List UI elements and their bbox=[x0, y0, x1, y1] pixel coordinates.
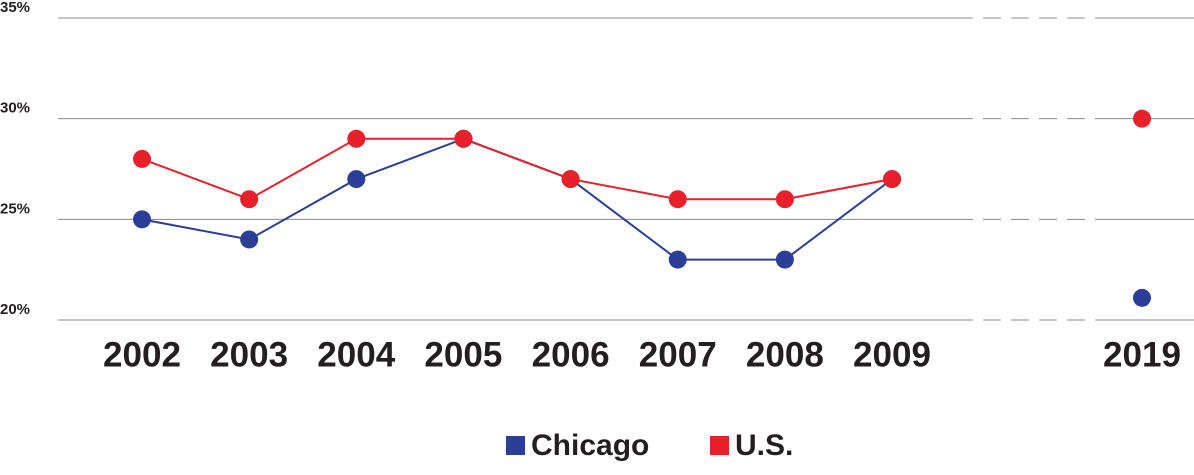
y-tick-label: 30% bbox=[0, 100, 30, 117]
legend-label: Chicago bbox=[531, 429, 649, 462]
x-tick-label: 2005 bbox=[424, 335, 502, 374]
legend-swatch bbox=[710, 436, 729, 455]
data-point bbox=[454, 129, 473, 148]
data-point bbox=[133, 149, 151, 168]
data-point bbox=[240, 230, 259, 249]
legend-swatch bbox=[506, 436, 525, 455]
series-line bbox=[142, 139, 1142, 298]
x-tick-label: 2004 bbox=[317, 335, 396, 374]
y-tick-label: 35% bbox=[0, 0, 30, 16]
y-tick-label: 25% bbox=[0, 200, 30, 217]
x-tick-label: 2007 bbox=[639, 335, 717, 374]
data-point bbox=[883, 170, 902, 189]
x-tick-label: 2006 bbox=[532, 335, 610, 374]
x-tick-label: 2008 bbox=[746, 335, 824, 374]
data-point bbox=[1133, 109, 1151, 128]
data-point bbox=[668, 190, 687, 209]
data-point bbox=[347, 170, 366, 189]
x-tick-label: 2019 bbox=[1103, 335, 1181, 374]
x-tick-label: 2002 bbox=[103, 335, 181, 374]
data-point bbox=[1133, 288, 1151, 307]
data-point bbox=[775, 250, 794, 269]
data-point bbox=[240, 190, 259, 209]
y-tick-label: 20% bbox=[0, 301, 30, 318]
x-tick-label: 2009 bbox=[853, 335, 931, 374]
data-point bbox=[775, 190, 794, 209]
series-line bbox=[142, 119, 1142, 200]
x-tick-label: 2003 bbox=[210, 335, 288, 374]
data-point bbox=[561, 170, 580, 189]
data-point bbox=[347, 129, 366, 148]
legend-label: U.S. bbox=[735, 429, 793, 462]
data-point bbox=[668, 250, 687, 269]
data-point bbox=[133, 210, 151, 229]
